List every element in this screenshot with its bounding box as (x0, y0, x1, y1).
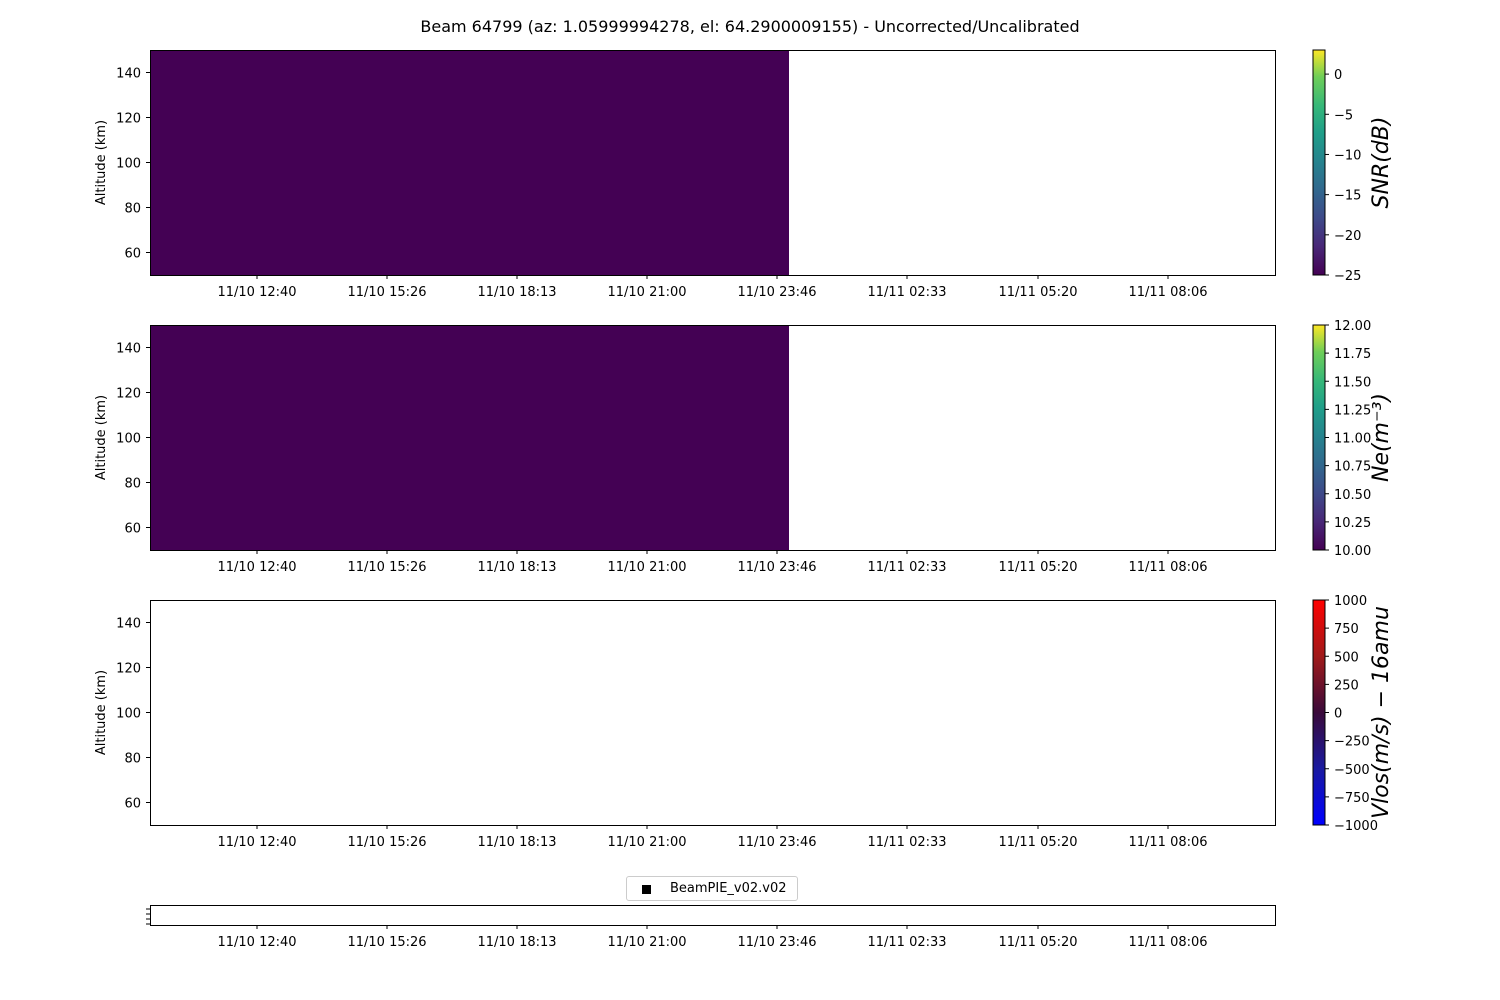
colorbar-tick-label: 11.50 (1334, 375, 1371, 390)
x-tick-label: 11/11 02:33 (867, 560, 946, 575)
y-tick-label: 100 (116, 157, 141, 172)
colorbar-tick-label: −25 (1334, 269, 1361, 284)
y-tick-label: 100 (116, 707, 141, 722)
axes-frame (150, 325, 1276, 551)
colorbar-tick-label: 12.00 (1334, 319, 1371, 334)
x-tick-label: 11/11 05:20 (998, 560, 1077, 575)
x-tick-label: 11/10 15:26 (347, 835, 426, 850)
x-tick-label: 11/10 23:46 (737, 835, 816, 850)
x-tick-label: 11/10 21:00 (607, 935, 686, 950)
x-tick-label: 11/10 18:13 (477, 560, 556, 575)
colorbar-tick-label: 0 (1334, 68, 1342, 83)
panel-4: 11/10 12:40 11/10 15:26 11/10 18:13 11/10 2… (146, 905, 1276, 950)
colorbar-tick-label: −15 (1334, 189, 1361, 204)
colorbar-label: Vlos(m/s) − 16amu (1369, 606, 1394, 819)
colorbar: 1000 750 500 250 0 −250 −500 −750 −1000Vlos(m/s)… (1312, 594, 1394, 834)
colorbar-tick-label: 11.25 (1334, 403, 1371, 418)
x-tick-label: 11/10 23:46 (737, 935, 816, 950)
y-tick-label: 60 (124, 247, 141, 262)
x-tick-label: 11/10 23:46 (737, 560, 816, 575)
x-tick-label: 11/11 02:33 (867, 935, 946, 950)
colorbar-tick-label: 10.00 (1334, 544, 1371, 559)
colorbar-tick-label: 750 (1334, 622, 1359, 637)
y-axis-label: Altitude (km) (94, 120, 109, 205)
colorbar-tick-label: 10.25 (1334, 516, 1371, 531)
x-tick-label: 11/11 05:20 (998, 935, 1077, 950)
colorbar-tick-label: 0 (1334, 707, 1342, 722)
y-tick-label: 120 (116, 387, 141, 402)
y-tick-label: 80 (124, 477, 141, 492)
y-axis-label: Altitude (km) (94, 670, 109, 755)
legend-label: BeamPIE_v02.v02 (670, 881, 787, 896)
y-tick-label: 120 (116, 662, 141, 677)
panel-3: 11/10 12:40 11/10 15:26 11/10 18:13 11/10 2… (94, 594, 1394, 850)
colorbar-tick-label: −750 (1334, 791, 1370, 806)
y-axis-label: Altitude (km) (94, 395, 109, 480)
colorbar-tick-label: −20 (1334, 229, 1361, 244)
y-tick-label: 60 (124, 522, 141, 537)
x-tick-label: 11/11 08:06 (1128, 835, 1207, 850)
y-tick-label: 80 (124, 202, 141, 217)
colorbar-tick-label: −1000 (1334, 819, 1378, 834)
x-tick-label: 11/10 21:00 (607, 560, 686, 575)
x-tick-label: 11/10 18:13 (477, 285, 556, 300)
x-tick-label: 11/11 02:33 (867, 285, 946, 300)
y-tick-label: 120 (116, 112, 141, 127)
colorbar-label: Ne(m⁻³) (1369, 393, 1394, 482)
colorbar-tick-label: −5 (1334, 108, 1353, 123)
x-tick-label: 11/11 08:06 (1128, 560, 1207, 575)
y-tick-label: 80 (124, 752, 141, 767)
x-tick-label: 11/10 21:00 (607, 285, 686, 300)
heatmap-data-block (150, 50, 789, 275)
colorbar-tick-label: −500 (1334, 763, 1370, 778)
x-tick-label: 11/10 18:13 (477, 935, 556, 950)
x-tick-label: 11/10 12:40 (217, 560, 296, 575)
y-tick-label: 60 (124, 797, 141, 812)
x-tick-label: 11/10 15:26 (347, 935, 426, 950)
axes-frame (150, 600, 1276, 826)
colorbar-tick-label: −250 (1334, 735, 1370, 750)
panel-2: 11/10 12:40 11/10 15:26 11/10 18:13 11/10 2… (94, 319, 1394, 575)
colorbar-tick-label: 10.75 (1334, 460, 1371, 475)
colorbar: 12.00 11.75 11.50 11.25 11.00 10.75 10.50 10.25… (1312, 319, 1394, 559)
colorbar-gradient (1312, 599, 1326, 826)
x-tick-label: 11/10 18:13 (477, 835, 556, 850)
x-tick-label: 11/10 12:40 (217, 835, 296, 850)
colorbar-tick-label: 500 (1334, 650, 1359, 665)
x-tick-label: 11/11 05:20 (998, 835, 1077, 850)
x-tick-label: 11/10 12:40 (217, 285, 296, 300)
colorbar-label: SNR(dB) (1369, 117, 1394, 209)
figure-title: Beam 64799 (az: 1.05999994278, el: 64.29… (420, 17, 1080, 36)
x-tick-label: 11/11 08:06 (1128, 935, 1207, 950)
colorbar-tick-label: 1000 (1334, 594, 1367, 609)
heatmap-data-block (150, 325, 789, 550)
colorbar-tick-label: 11.75 (1334, 347, 1371, 362)
panel-1: 11/10 12:40 11/10 15:26 11/10 18:13 11/10 2… (94, 49, 1394, 300)
colorbar: 0 −5 −10 −15 −20 −25 SNR(dB) (1312, 49, 1394, 284)
x-tick-label: 11/10 15:26 (347, 285, 426, 300)
y-tick-label: 140 (116, 617, 141, 632)
x-tick-label: 11/10 12:40 (217, 935, 296, 950)
x-tick-label: 11/11 05:20 (998, 285, 1077, 300)
y-tick-label: 140 (116, 67, 141, 82)
x-tick-label: 11/11 08:06 (1128, 285, 1207, 300)
colorbar-tick-label: 11.00 (1334, 432, 1371, 447)
colorbar-tick-label: 250 (1334, 678, 1359, 693)
colorbar-gradient (1312, 324, 1326, 551)
colorbar-tick-label: −10 (1334, 148, 1361, 163)
x-tick-label: 11/10 21:00 (607, 835, 686, 850)
colorbar-gradient (1312, 49, 1326, 276)
y-tick-label: 100 (116, 432, 141, 447)
y-tick-label: 140 (116, 342, 141, 357)
axes-frame (150, 50, 1276, 276)
legend-square-marker-icon (642, 885, 651, 894)
x-tick-label: 11/10 15:26 (347, 560, 426, 575)
axes-frame (150, 905, 1276, 926)
x-tick-label: 11/11 02:33 (867, 835, 946, 850)
colorbar-tick-label: 10.50 (1334, 488, 1371, 503)
legend: BeamPIE_v02.v02 (626, 876, 798, 901)
x-tick-label: 11/10 23:46 (737, 285, 816, 300)
